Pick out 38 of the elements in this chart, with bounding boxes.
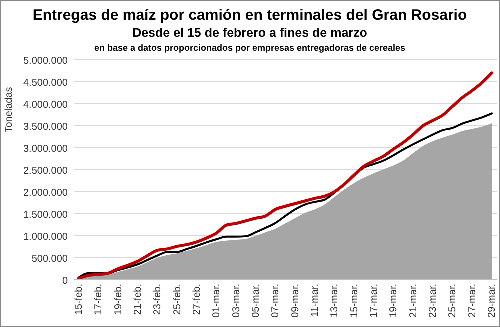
x-tick-label: 21-mar. <box>408 284 420 318</box>
x-tick-label: 15-feb. <box>74 284 85 316</box>
x-tick-label: 29-mar. <box>487 284 498 318</box>
y-tick-label: 3.000.000 <box>24 144 68 155</box>
x-tick-label: 19-feb. <box>113 284 124 316</box>
y-tick-label: 5.000.000 <box>24 56 68 67</box>
y-axis-title: Toneladas <box>4 87 15 133</box>
x-tick-label: 19-mar. <box>388 284 400 318</box>
y-tick-label: 1.500.000 <box>24 210 68 221</box>
x-tick-label: 21-feb. <box>132 284 144 316</box>
chart-title: Entregas de maíz por camión en terminales del Gran Rosario <box>32 7 468 24</box>
y-tick-label: 0 <box>62 276 68 287</box>
x-tick-label: 11-mar. <box>310 284 322 318</box>
x-tick-label: 25-feb. <box>172 284 184 316</box>
line-series <box>77 72 494 280</box>
x-tick-label: 05-mar. <box>250 284 262 318</box>
y-tick-label: 4.000.000 <box>24 100 68 111</box>
y-tick-label: 500.000 <box>32 254 68 265</box>
x-tick-label: 27-mar. <box>467 284 478 318</box>
y-tick-label: 4.500.000 <box>24 78 68 89</box>
x-tick-label: 23-feb. <box>152 284 164 316</box>
x-tick-label: 03-mar. <box>231 284 242 318</box>
x-tick-label: 07-mar. <box>270 284 282 318</box>
x-tick-label: 13-mar. <box>330 284 341 318</box>
text: en base a datos proporcionados por empresas entregadoras de cereales <box>94 43 406 53</box>
x-tick-label: 27-feb. <box>192 284 203 316</box>
y-tick-label: 2.000.000 <box>24 188 68 199</box>
x-tick-label: 09-mar. <box>290 284 302 318</box>
y-tick-label: 1.000.000 <box>24 232 68 243</box>
x-tick-label: 23-mar. <box>428 284 440 318</box>
y-tick-label: 2.500.000 <box>24 166 68 177</box>
y-tick-label: 3.500.000 <box>24 122 68 133</box>
x-tick-label: 17-mar. <box>369 284 380 318</box>
x-tick-label: 01-mar. <box>212 284 223 318</box>
x-tick-label: 15-mar. <box>349 284 360 318</box>
x-tick-label: 25-mar. <box>448 284 459 318</box>
x-tick-label: 17-feb. <box>94 284 105 316</box>
chart-subtitle: Desde el 15 de febrero a fines de marzo <box>132 26 368 40</box>
